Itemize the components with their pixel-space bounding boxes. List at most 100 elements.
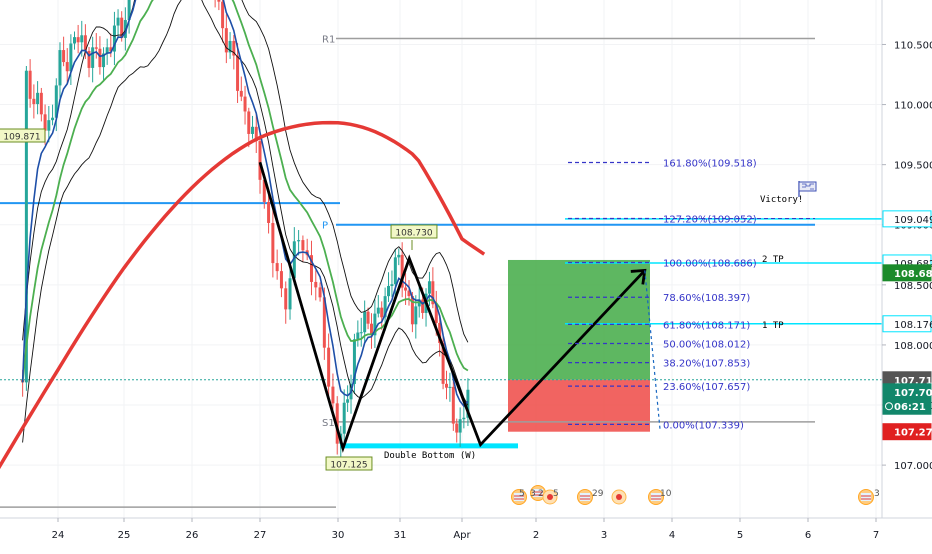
event-dot (616, 494, 622, 500)
double-bottom-label: Double Bottom (W) (384, 451, 476, 461)
flag-pattern (802, 183, 814, 190)
time-tick-label: 7 (873, 530, 879, 541)
candle-body (102, 53, 106, 68)
candle-body (421, 299, 425, 313)
candle-body (58, 50, 62, 86)
time-tick-label: 3 (601, 530, 607, 541)
candle-body (221, 1, 225, 29)
event-marker (648, 489, 664, 505)
price-label: 107.710 (894, 376, 932, 387)
candle-body (51, 117, 55, 121)
victory-label: Victory! (760, 195, 803, 205)
fib-level-label: 38.20%(107.853) (663, 359, 750, 370)
candle-body (39, 92, 43, 115)
candle-body (217, 0, 221, 2)
candle-body (267, 201, 271, 223)
pivot-p-label: P (322, 221, 328, 232)
candle-body (376, 307, 380, 314)
price-label-box (882, 315, 932, 333)
event-marker (577, 489, 593, 505)
candle-body (91, 47, 95, 68)
peak-label-box (390, 224, 438, 239)
candle-body (94, 47, 98, 49)
candle-body (366, 311, 370, 324)
candle-body (322, 297, 326, 348)
event-count: 10 (660, 489, 672, 499)
candle-body (441, 343, 445, 384)
candle-body (80, 35, 84, 43)
candle-body (123, 20, 127, 38)
time-tick-label: 24 (52, 530, 65, 541)
time-tick-label: 31 (394, 530, 407, 541)
event-count: 5 (553, 489, 559, 499)
event-marker (611, 489, 627, 505)
candle-body (466, 389, 470, 418)
candle-body (36, 92, 40, 105)
price-tick-label: 108.500 (894, 281, 932, 292)
event-count: 29 (592, 489, 604, 499)
candle-body (24, 70, 28, 383)
price-label: 109.049 (894, 215, 932, 226)
candle-body (98, 48, 102, 68)
candle-body (462, 417, 466, 420)
events-layer: 5 3 2 5 29 10 3 (511, 485, 880, 505)
moving-averages (0, 0, 486, 470)
trade-zones (508, 259, 650, 432)
candle-body (314, 281, 318, 288)
price-tick-label: 110.000 (894, 101, 932, 112)
levels-layer: R1 P S1 (0, 34, 882, 508)
candle-body (116, 17, 120, 26)
candle-body (352, 339, 356, 384)
price-label: 108.682 (894, 269, 932, 280)
candle-body (62, 50, 66, 63)
candle-body (127, 0, 131, 21)
price-label: 107.278 (894, 428, 932, 439)
fib-level-label: 23.60%(107.657) (663, 382, 750, 393)
flag-field (580, 493, 590, 501)
price-label: 06:21 (894, 402, 926, 413)
candle-body (109, 47, 113, 52)
event-count: 2 (538, 489, 544, 499)
candle-body (359, 332, 363, 334)
candle-body (105, 47, 109, 54)
candle-body (243, 96, 247, 112)
candle-body (32, 98, 36, 105)
candle-body (120, 17, 124, 38)
fib-level-label: 78.60%(108.397) (663, 293, 750, 304)
event-count: 5 (519, 489, 525, 499)
candle-body (43, 114, 47, 131)
price-label-box (882, 397, 932, 415)
fibonacci-layer: 161.80%(109.518) 127.20%(109.052) 100.00%(… (568, 158, 815, 431)
candle-body (387, 285, 391, 297)
candle-body (288, 278, 292, 310)
profit-zone (508, 259, 650, 380)
red-ma (0, 120, 486, 470)
candle-body (47, 120, 51, 131)
candle-body (369, 323, 373, 336)
time-tick-label: Apr (453, 530, 471, 541)
candle-body (380, 307, 384, 318)
candle-body (251, 126, 255, 134)
price-label-box (882, 423, 932, 441)
candle-body (458, 419, 462, 433)
candle-body (224, 28, 228, 53)
upper-band (22, 0, 469, 343)
tp1-label: 1 TP (762, 321, 784, 331)
candle-body (346, 399, 350, 403)
candle-body (292, 241, 296, 279)
candle-body (258, 141, 262, 180)
high-label: 109.871 (3, 133, 40, 143)
candle-body (247, 111, 251, 134)
candle-body (451, 386, 455, 424)
candle-body (393, 257, 397, 285)
price-label: 107.708 (894, 388, 932, 399)
price-label-box (882, 210, 932, 228)
candle-body (65, 62, 69, 72)
flag-field (533, 489, 543, 497)
candle-body (301, 240, 305, 251)
candle-body (28, 70, 32, 99)
event-count: 3 (874, 489, 880, 499)
